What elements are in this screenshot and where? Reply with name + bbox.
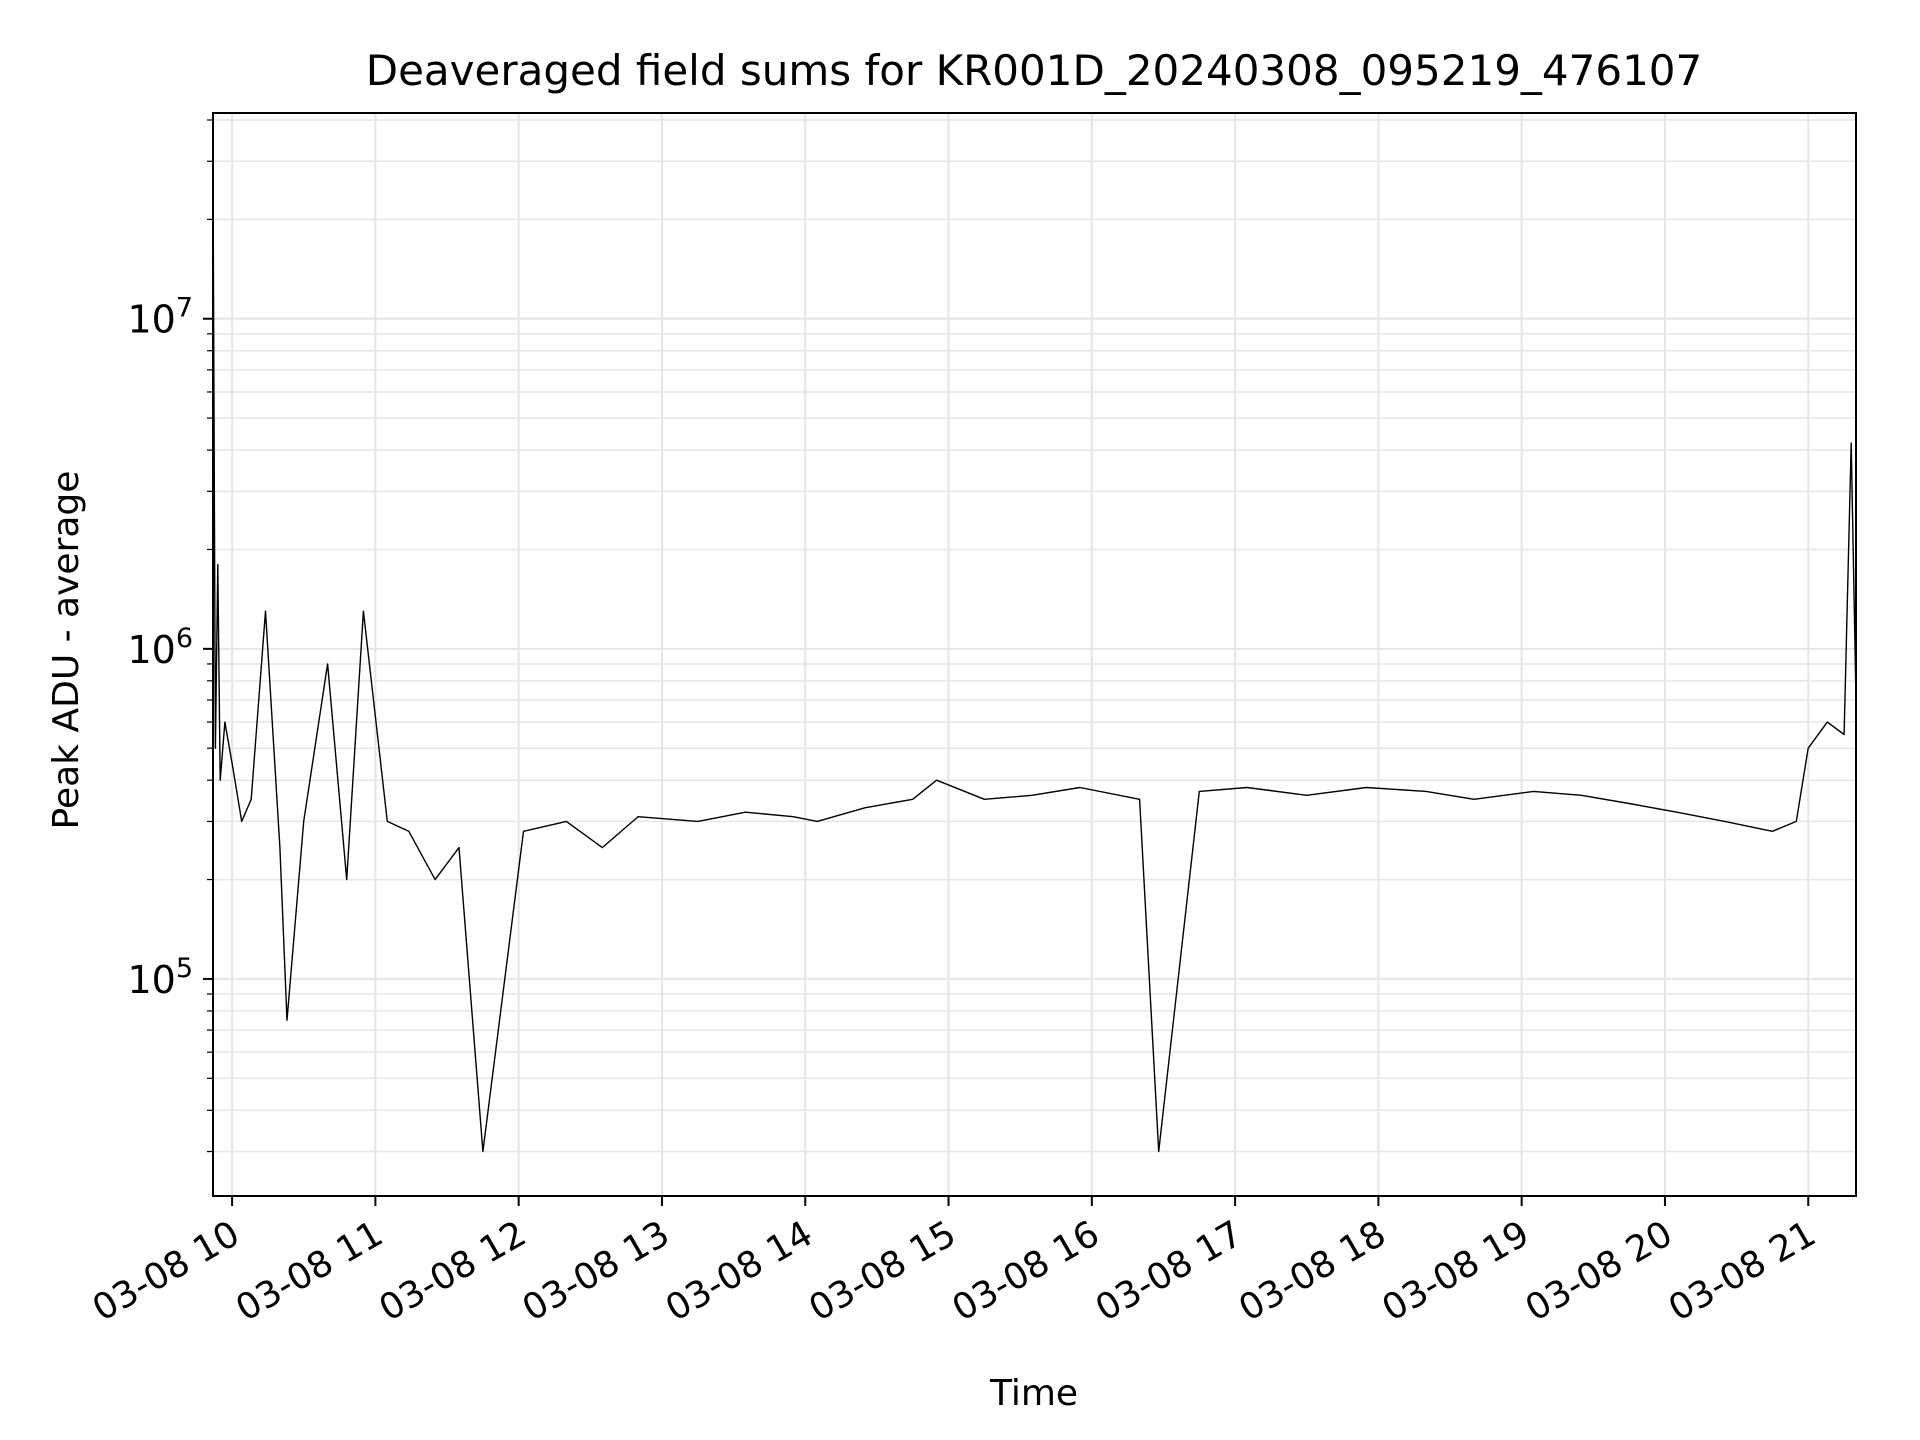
y-tick-label: 107 bbox=[127, 293, 193, 342]
grid-lines bbox=[213, 113, 1856, 1196]
data-series bbox=[212, 166, 1857, 1153]
series-line bbox=[212, 166, 1857, 1153]
x-axis-label: Time bbox=[989, 1373, 1078, 1414]
y-tick-label: 106 bbox=[127, 623, 193, 672]
chart-title: Deaveraged field sums for KR001D_2024030… bbox=[366, 46, 1703, 95]
y-tick-label: 105 bbox=[127, 953, 193, 1002]
y-axis-label: Peak ADU - average bbox=[46, 471, 87, 830]
plot-frame bbox=[212, 112, 1857, 1197]
y-axis: 105 106 107 bbox=[127, 119, 213, 1153]
